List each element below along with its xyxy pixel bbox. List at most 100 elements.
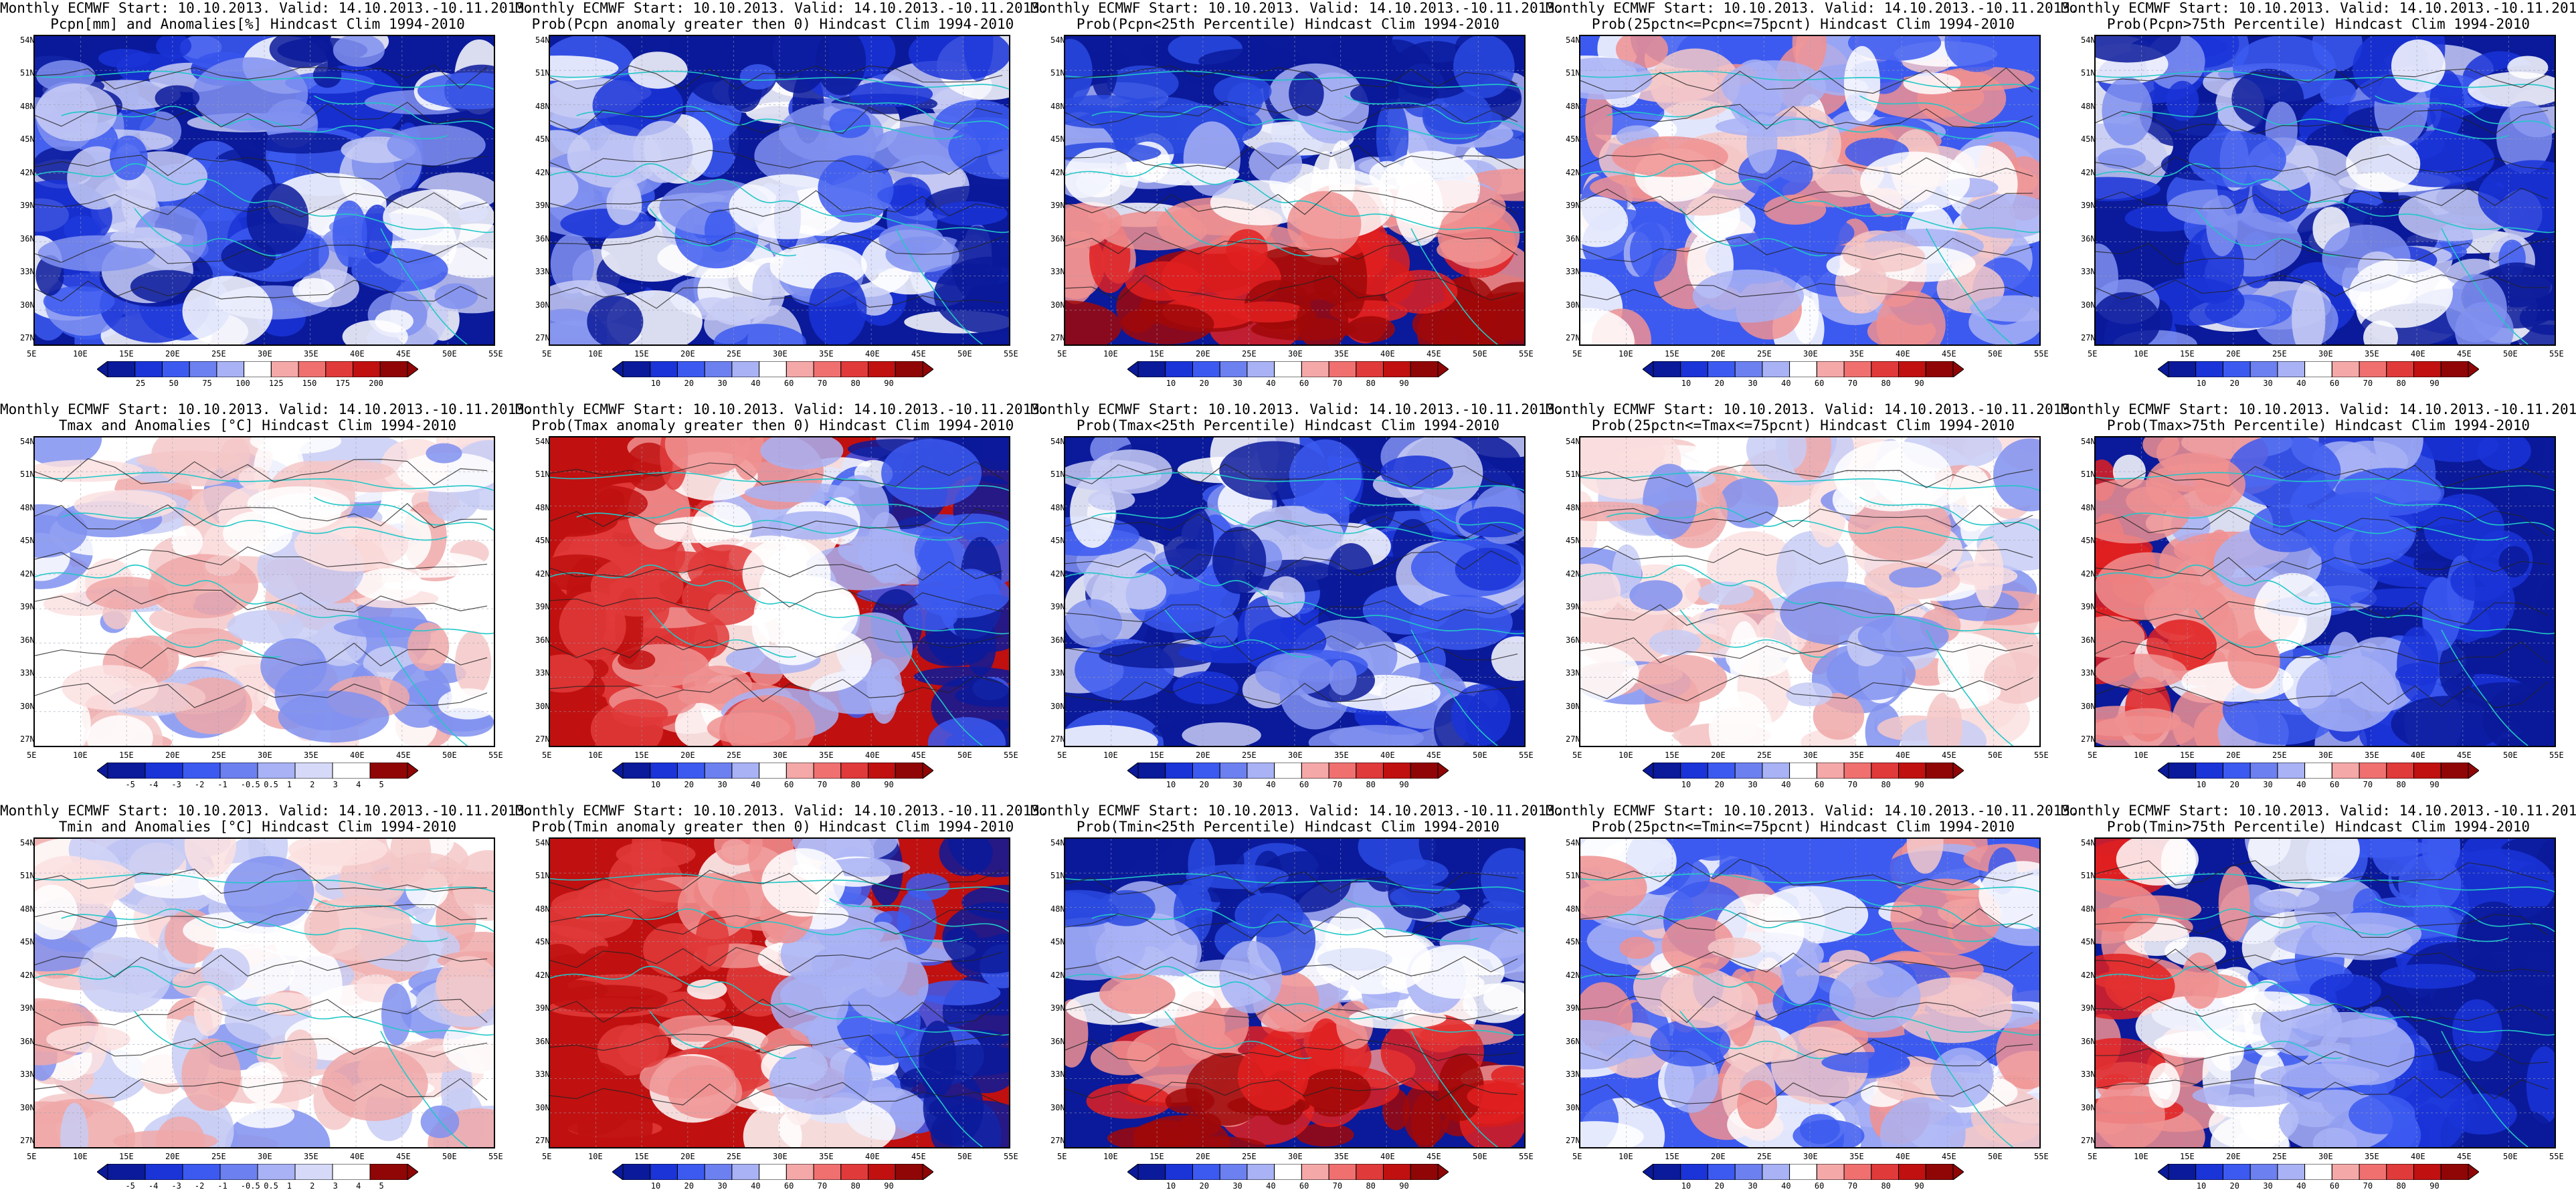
coastline: [1926, 228, 2013, 344]
colorbar-high-arrow: [1437, 1164, 1449, 1180]
map-field-blob: [1843, 240, 1926, 272]
map-field-blob: [633, 120, 693, 183]
contour-line: [35, 155, 488, 180]
map-field-blob: [927, 717, 1006, 746]
colorbar-segment: [2413, 1164, 2442, 1180]
contour-line: [1065, 681, 1518, 705]
lon-tick-label: 45E: [911, 1152, 926, 1161]
contour-line: [1065, 66, 1518, 92]
lat-tick-label: 39N: [1050, 602, 1065, 612]
colorbar-tick-label: 60: [784, 1181, 794, 1191]
lat-tick-label: 30N: [20, 1102, 35, 1112]
colorbar-high-arrow: [1437, 361, 1449, 377]
colorbar-segment: [2249, 763, 2278, 779]
colorbar: [612, 361, 933, 377]
colorbar-tick-label: 70: [2363, 379, 2373, 388]
map-field-blob: [1086, 1083, 1172, 1119]
map-field-blob: [1860, 151, 1970, 213]
colorbar-tick-label: 70: [2363, 780, 2373, 789]
map-plot-area: [549, 837, 1010, 1148]
lat-tick-label: 51N: [2081, 68, 2096, 78]
colorbar-segment: [1328, 763, 1357, 779]
colorbar-tick-label: 70: [1332, 1181, 1343, 1191]
colorbar-segment: [895, 361, 923, 377]
colorbar-tick-label: 4: [356, 780, 361, 789]
map-field-blob: [881, 439, 982, 508]
map-field-blob: [1410, 944, 1505, 999]
lon-tick-label: 50E: [1988, 349, 2003, 359]
contour-line: [2096, 948, 2549, 973]
lon-tick-label: 50E: [957, 1152, 972, 1161]
lat-tick-label: 39N: [535, 602, 550, 612]
colorbar: [612, 1164, 933, 1180]
map-field-blob: [1721, 60, 1827, 113]
map-field-blob: [1643, 464, 1697, 540]
lon-tick-label: 10E: [1103, 750, 1118, 760]
lon-tick-label: 35E: [304, 349, 318, 359]
colorbar-high-arrow: [922, 763, 933, 779]
lon-tick-label: 45E: [1427, 1152, 1441, 1161]
coastline: [35, 873, 494, 893]
lon-tick-label: 25E: [2272, 750, 2287, 760]
lon-tick-label: 30E: [258, 349, 272, 359]
coastline: [1580, 966, 2039, 1036]
map-field-blob: [184, 839, 237, 878]
map-field-blob: [2413, 437, 2499, 462]
colorbar-tick-label: 70: [817, 1181, 828, 1191]
colorbar-high-arrow: [407, 1164, 418, 1180]
coastline: [2375, 898, 2555, 932]
colorbar-tick-label: 60: [784, 780, 794, 789]
colorbar-segment: [244, 361, 272, 377]
colorbar-tick-label: 10: [650, 1181, 661, 1191]
colorbar-high-arrow: [1437, 763, 1449, 779]
map-field-blob: [1295, 1123, 1354, 1147]
colorbar-segment: [731, 1164, 760, 1180]
lon-tick-label: 10E: [1619, 750, 1633, 760]
colorbar-low-arrow: [2158, 361, 2169, 377]
colorbar: [1643, 763, 1964, 779]
lon-tick-label: 35E: [1334, 750, 1349, 760]
colorbar-tick-label: 200: [369, 379, 383, 388]
map-field-blob: [753, 575, 858, 651]
map-field-blob: [1329, 660, 1357, 696]
contour-line: [1065, 190, 1518, 215]
map-field-blob: [86, 577, 169, 610]
map-field-blob: [1287, 191, 1362, 258]
contour-line: [550, 999, 1003, 1025]
colorbar-segment: [1925, 763, 1954, 779]
lat-tick-label: 51N: [1566, 470, 1580, 480]
colorbar-tick-label: 70: [1847, 780, 1858, 789]
map-field-blob: [550, 437, 619, 472]
colorbar-tick-label: 60: [2329, 1181, 2340, 1191]
map-field-blob: [78, 937, 172, 1013]
lat-tick-label: 33N: [1050, 267, 1065, 277]
contour-line: [550, 461, 1003, 487]
lat-tick-label: 33N: [535, 668, 550, 678]
lat-tick-label: 54N: [2081, 838, 2096, 847]
coastline: [2441, 228, 2528, 344]
coastline: [380, 629, 468, 746]
map-field-blob: [438, 688, 494, 720]
lat-tick-label: 39N: [20, 1003, 35, 1013]
lon-tick-label: 20E: [1196, 750, 1210, 760]
lat-tick-label: 45N: [535, 536, 550, 546]
map-field-blob: [2380, 963, 2476, 989]
colorbar-segment: [1410, 361, 1439, 377]
colorbar-segment: [2195, 1164, 2223, 1180]
colorbar-tick-label: -0.5: [240, 780, 260, 789]
map-field-blob: [1438, 1054, 1484, 1121]
lon-tick-label: 45E: [396, 750, 411, 760]
coastline: [550, 966, 1009, 1036]
map-field-blob: [387, 124, 486, 166]
lat-tick-label: 27N: [2081, 1136, 2096, 1145]
colorbar-segment: [1137, 763, 1166, 779]
colorbar-segment: [107, 361, 136, 377]
lon-tick-label: 25E: [727, 349, 741, 359]
colorbar-segment: [1247, 763, 1275, 779]
lon-tick-label: 55E: [1004, 750, 1018, 760]
coastline: [1410, 629, 1498, 746]
contour-line: [35, 868, 488, 894]
colorbar-tick-label: 10: [1681, 379, 1691, 388]
map-field-blob: [2249, 504, 2326, 553]
map-field-blob: [1650, 1019, 1731, 1067]
